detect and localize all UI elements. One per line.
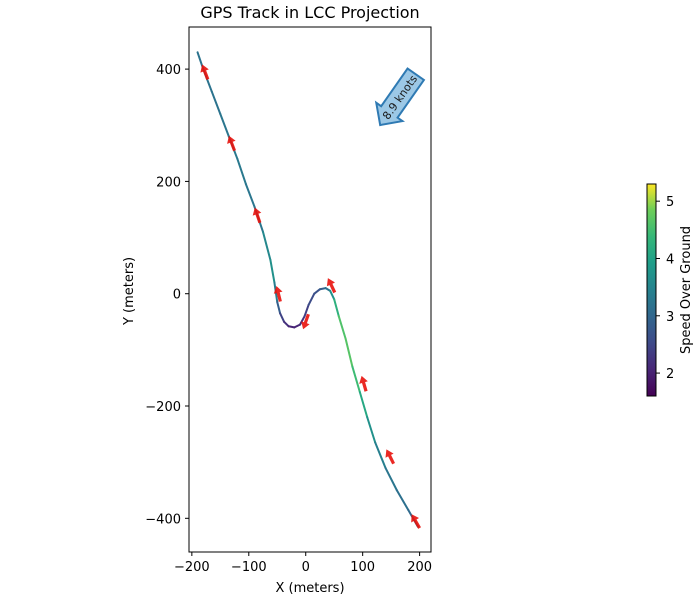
track-segment [366, 416, 377, 444]
track-segment [299, 315, 306, 326]
track-segment [269, 259, 276, 284]
y-tick-label: 200 [156, 175, 181, 190]
heading-arrow [273, 286, 283, 302]
track-segment [307, 292, 316, 306]
heading-arrow [411, 514, 421, 529]
track-segment [303, 303, 310, 318]
track-segment [344, 337, 354, 368]
speed-arrow-shape [374, 67, 426, 127]
speed-annotation-arrow [374, 67, 426, 127]
plot-frame [188, 26, 432, 553]
x-tick-label: −100 [231, 560, 267, 575]
track-segment [283, 320, 290, 328]
track-segment [333, 298, 340, 318]
x-tick-label: −200 [174, 560, 210, 575]
x-tick-label: 200 [407, 560, 432, 575]
colorbar: 2 3 4 5 [646, 183, 674, 397]
colorbar-label: Speed Over Ground [679, 226, 694, 354]
y-tick-label: 0 [173, 288, 181, 303]
x-axis-label: X (meters) [275, 581, 344, 596]
track-segment [374, 441, 387, 469]
heading-arrow [200, 64, 210, 80]
colorbar-tick-label: 2 [666, 367, 674, 382]
track-segment [329, 289, 336, 301]
track-segment [358, 390, 369, 419]
colorbar-tick-label: 5 [666, 195, 674, 210]
y-axis-label: Y (meters) [122, 257, 137, 326]
track-segment [395, 489, 410, 511]
colorbar-gradient [646, 183, 657, 397]
x-tick-label: 100 [350, 560, 375, 575]
y-tick-label: −200 [145, 400, 181, 415]
heading-arrow [385, 449, 395, 465]
y-tick-label: 400 [156, 63, 181, 78]
track-segment [262, 230, 272, 262]
y-tick-label: −400 [145, 512, 181, 527]
heading-arrow [326, 278, 337, 294]
track-segment [384, 466, 398, 492]
heading-arrow [359, 375, 368, 392]
track-segment [276, 301, 282, 315]
colorbar-tick-label: 3 [666, 310, 674, 325]
track-segment [236, 157, 247, 186]
track-segment [210, 90, 222, 116]
track-segment [337, 315, 347, 340]
colorbar-tick-label: 4 [666, 252, 674, 267]
heading-arrow [227, 135, 236, 152]
heading-arrow [301, 313, 310, 330]
chart-title: GPS Track in LCC Projection [200, 3, 419, 22]
track-segment [219, 113, 230, 138]
track-segment [244, 183, 256, 208]
track-segment [313, 288, 321, 295]
track-segment [351, 365, 361, 393]
track-segment [293, 323, 302, 329]
x-tick-label: 0 [302, 560, 310, 575]
heading-arrow [252, 207, 262, 224]
track-segment [279, 312, 286, 323]
